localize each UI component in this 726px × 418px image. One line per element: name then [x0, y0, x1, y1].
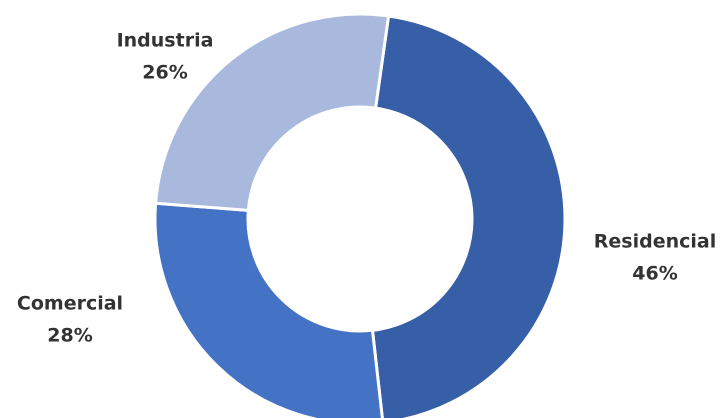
slice-label: Residencial [594, 231, 716, 253]
slice-label: Comercial [17, 293, 123, 315]
slice-value-label: 26% [142, 62, 187, 84]
slice-label: Industria [117, 30, 214, 52]
slice-value-label: 28% [47, 325, 92, 347]
slice-value-label: 46% [632, 263, 677, 285]
donut-slice [370, 14, 567, 418]
donut-slice [153, 201, 384, 418]
donut-slice [153, 12, 391, 213]
